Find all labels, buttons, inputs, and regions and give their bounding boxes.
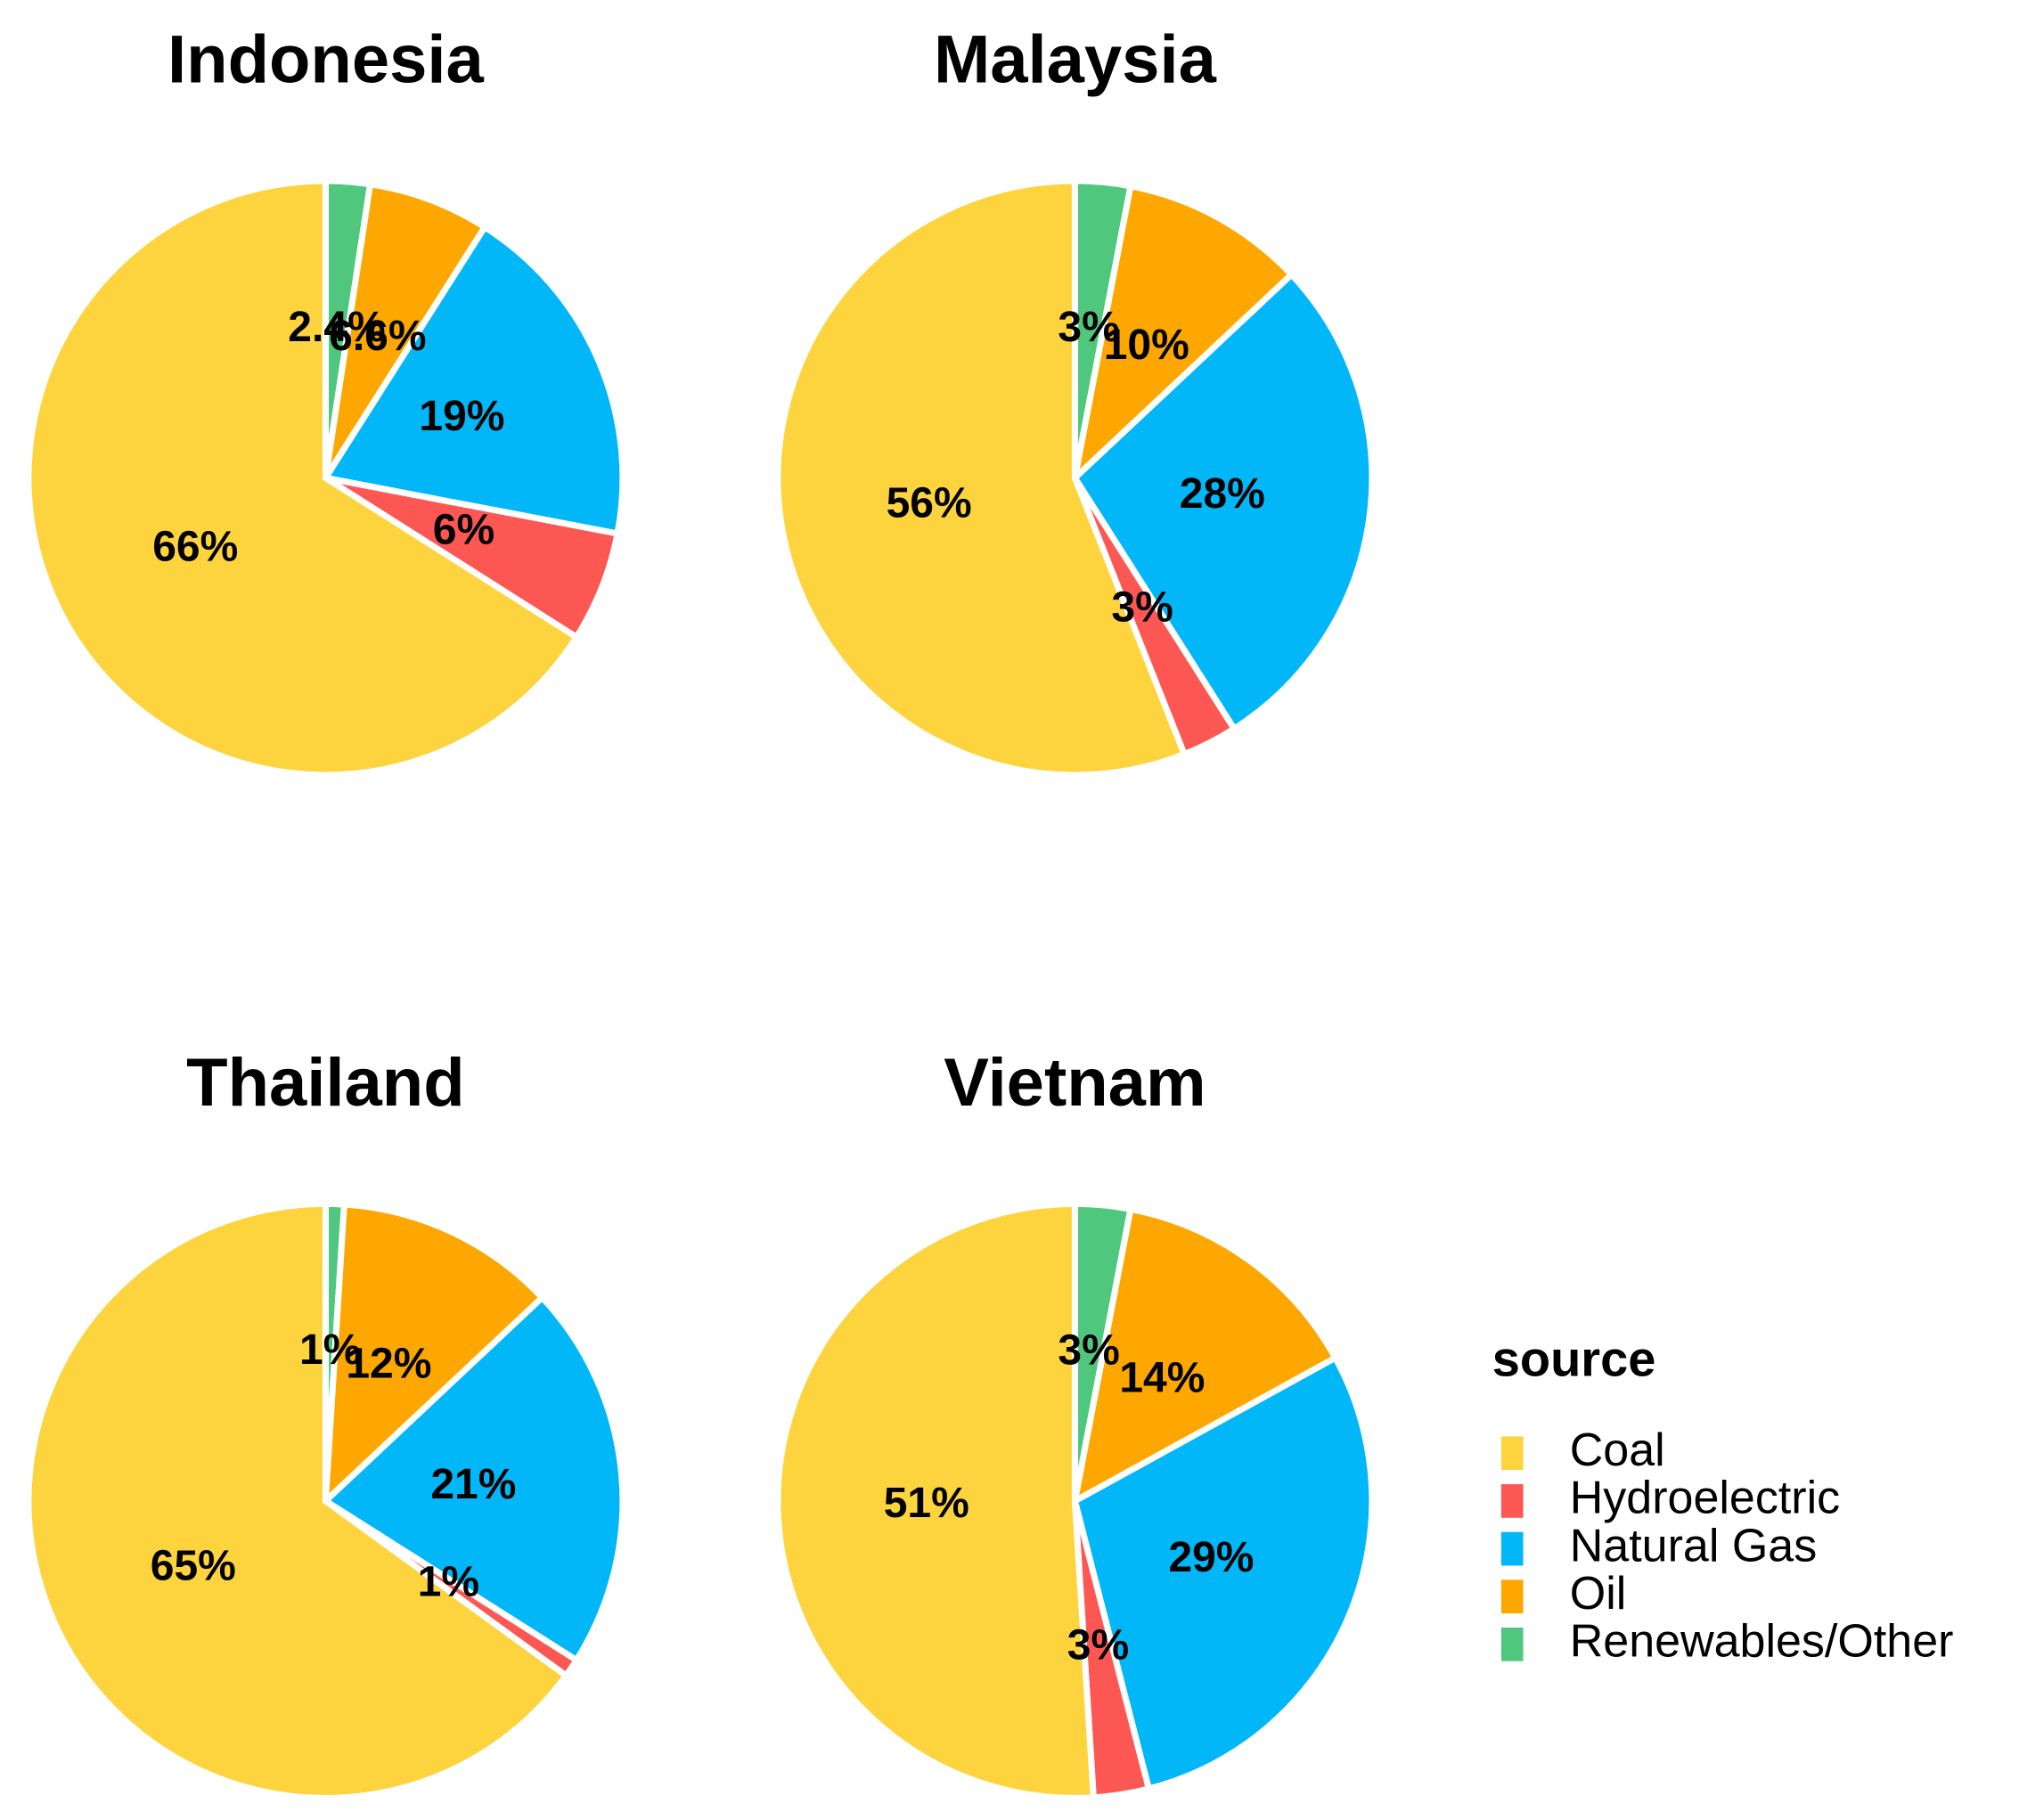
data-label: 56% (887, 479, 972, 526)
pie-title: Malaysia (934, 22, 1217, 98)
legend-label: Renewables/Other (1570, 1616, 1954, 1668)
pie-title: Vietnam (944, 1045, 1206, 1121)
legend-title: source (1492, 1331, 1656, 1387)
pie-slice (1071, 1353, 1376, 1793)
pie-title: Thailand (186, 1045, 464, 1121)
pie-slice (322, 1201, 547, 1509)
legend-label: Hydroelectric (1570, 1473, 1840, 1524)
data-label: 10% (1104, 322, 1189, 369)
data-label: 28% (1180, 470, 1265, 518)
legend-label: Coal (1570, 1424, 1665, 1476)
pie-slice (322, 180, 489, 480)
data-label: 51% (884, 1480, 969, 1527)
pie-slice (1070, 1205, 1340, 1507)
pie-slice (1070, 270, 1376, 733)
pie-slice (320, 1293, 626, 1665)
data-label: 66% (152, 524, 238, 571)
legend-label: Natural Gas (1570, 1520, 1817, 1571)
data-label: 3% (1058, 304, 1119, 351)
data-label: 2.4% (288, 304, 385, 351)
data-label: 19% (419, 393, 504, 440)
data-label: 3% (1067, 1621, 1129, 1669)
data-label: 21% (430, 1461, 516, 1508)
data-label: 6.6% (329, 313, 426, 360)
pie-title: Indonesia (168, 22, 484, 98)
pie-slice (25, 177, 581, 779)
data-label: 6% (433, 507, 495, 554)
pie-slice (774, 177, 1189, 779)
data-label: 65% (151, 1542, 236, 1589)
pie-slice (774, 1200, 1098, 1801)
legend-swatch (1500, 1579, 1524, 1614)
legend-swatch (1500, 1628, 1524, 1661)
legend-label: Oil (1570, 1568, 1627, 1620)
data-label: 1% (299, 1326, 361, 1374)
data-label: 3% (1111, 584, 1173, 632)
legend-swatch (1500, 1484, 1524, 1518)
data-label: 3% (1058, 1327, 1119, 1375)
data-label: 1% (418, 1558, 479, 1605)
pie-slice (320, 223, 626, 538)
data-label: 14% (1119, 1355, 1205, 1402)
pie-slice (25, 1200, 571, 1801)
legend-swatch (1500, 1531, 1524, 1566)
legend-swatch (1500, 1436, 1524, 1471)
data-label: 29% (1168, 1534, 1254, 1581)
data-label: 12% (346, 1341, 431, 1388)
pie-slice (1069, 182, 1296, 487)
